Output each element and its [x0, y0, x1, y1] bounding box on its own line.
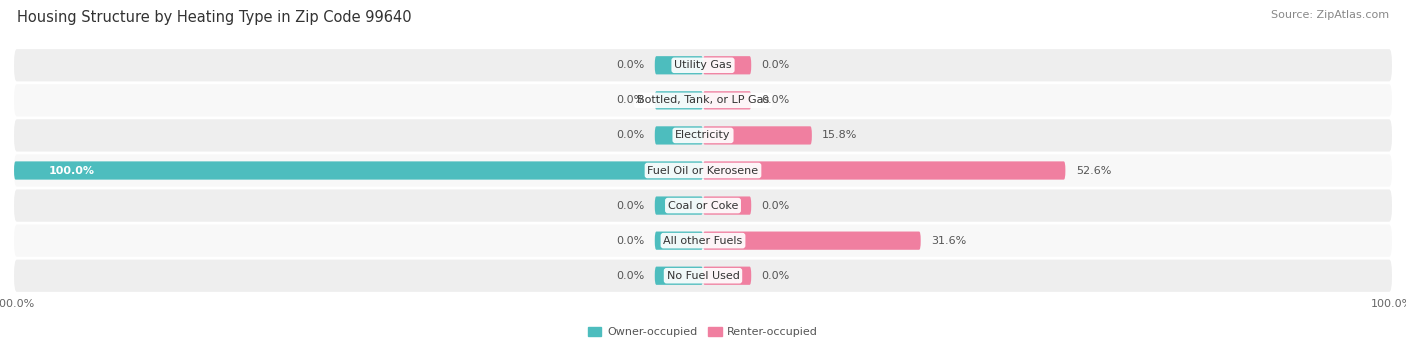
FancyBboxPatch shape — [14, 154, 1392, 187]
Text: 0.0%: 0.0% — [762, 60, 790, 70]
Text: 0.0%: 0.0% — [616, 271, 644, 281]
Text: Housing Structure by Heating Type in Zip Code 99640: Housing Structure by Heating Type in Zip… — [17, 10, 412, 25]
FancyBboxPatch shape — [655, 267, 703, 285]
FancyBboxPatch shape — [655, 126, 703, 145]
Text: 100.0%: 100.0% — [48, 165, 94, 176]
FancyBboxPatch shape — [14, 84, 1392, 117]
Text: Bottled, Tank, or LP Gas: Bottled, Tank, or LP Gas — [637, 95, 769, 105]
Text: 0.0%: 0.0% — [616, 130, 644, 140]
Legend: Owner-occupied, Renter-occupied: Owner-occupied, Renter-occupied — [583, 322, 823, 341]
Text: 0.0%: 0.0% — [762, 271, 790, 281]
FancyBboxPatch shape — [655, 196, 703, 215]
Text: 0.0%: 0.0% — [616, 60, 644, 70]
Text: 31.6%: 31.6% — [931, 236, 966, 246]
Text: 0.0%: 0.0% — [616, 201, 644, 211]
FancyBboxPatch shape — [655, 232, 703, 250]
Text: 15.8%: 15.8% — [823, 130, 858, 140]
Text: Source: ZipAtlas.com: Source: ZipAtlas.com — [1271, 10, 1389, 20]
Text: Coal or Coke: Coal or Coke — [668, 201, 738, 211]
FancyBboxPatch shape — [655, 91, 703, 109]
Text: 52.6%: 52.6% — [1076, 165, 1111, 176]
FancyBboxPatch shape — [14, 224, 1392, 257]
Text: 0.0%: 0.0% — [616, 236, 644, 246]
Text: 0.0%: 0.0% — [762, 201, 790, 211]
FancyBboxPatch shape — [703, 126, 811, 145]
Text: All other Fuels: All other Fuels — [664, 236, 742, 246]
FancyBboxPatch shape — [703, 91, 751, 109]
FancyBboxPatch shape — [14, 161, 703, 180]
FancyBboxPatch shape — [703, 196, 751, 215]
Text: Utility Gas: Utility Gas — [675, 60, 731, 70]
FancyBboxPatch shape — [703, 232, 921, 250]
FancyBboxPatch shape — [14, 119, 1392, 151]
Text: 0.0%: 0.0% — [616, 95, 644, 105]
Text: Fuel Oil or Kerosene: Fuel Oil or Kerosene — [647, 165, 759, 176]
Text: No Fuel Used: No Fuel Used — [666, 271, 740, 281]
FancyBboxPatch shape — [14, 190, 1392, 222]
Text: 0.0%: 0.0% — [762, 95, 790, 105]
FancyBboxPatch shape — [703, 56, 751, 74]
FancyBboxPatch shape — [14, 260, 1392, 292]
FancyBboxPatch shape — [703, 161, 1066, 180]
FancyBboxPatch shape — [14, 49, 1392, 81]
FancyBboxPatch shape — [703, 267, 751, 285]
FancyBboxPatch shape — [655, 56, 703, 74]
Text: Electricity: Electricity — [675, 130, 731, 140]
